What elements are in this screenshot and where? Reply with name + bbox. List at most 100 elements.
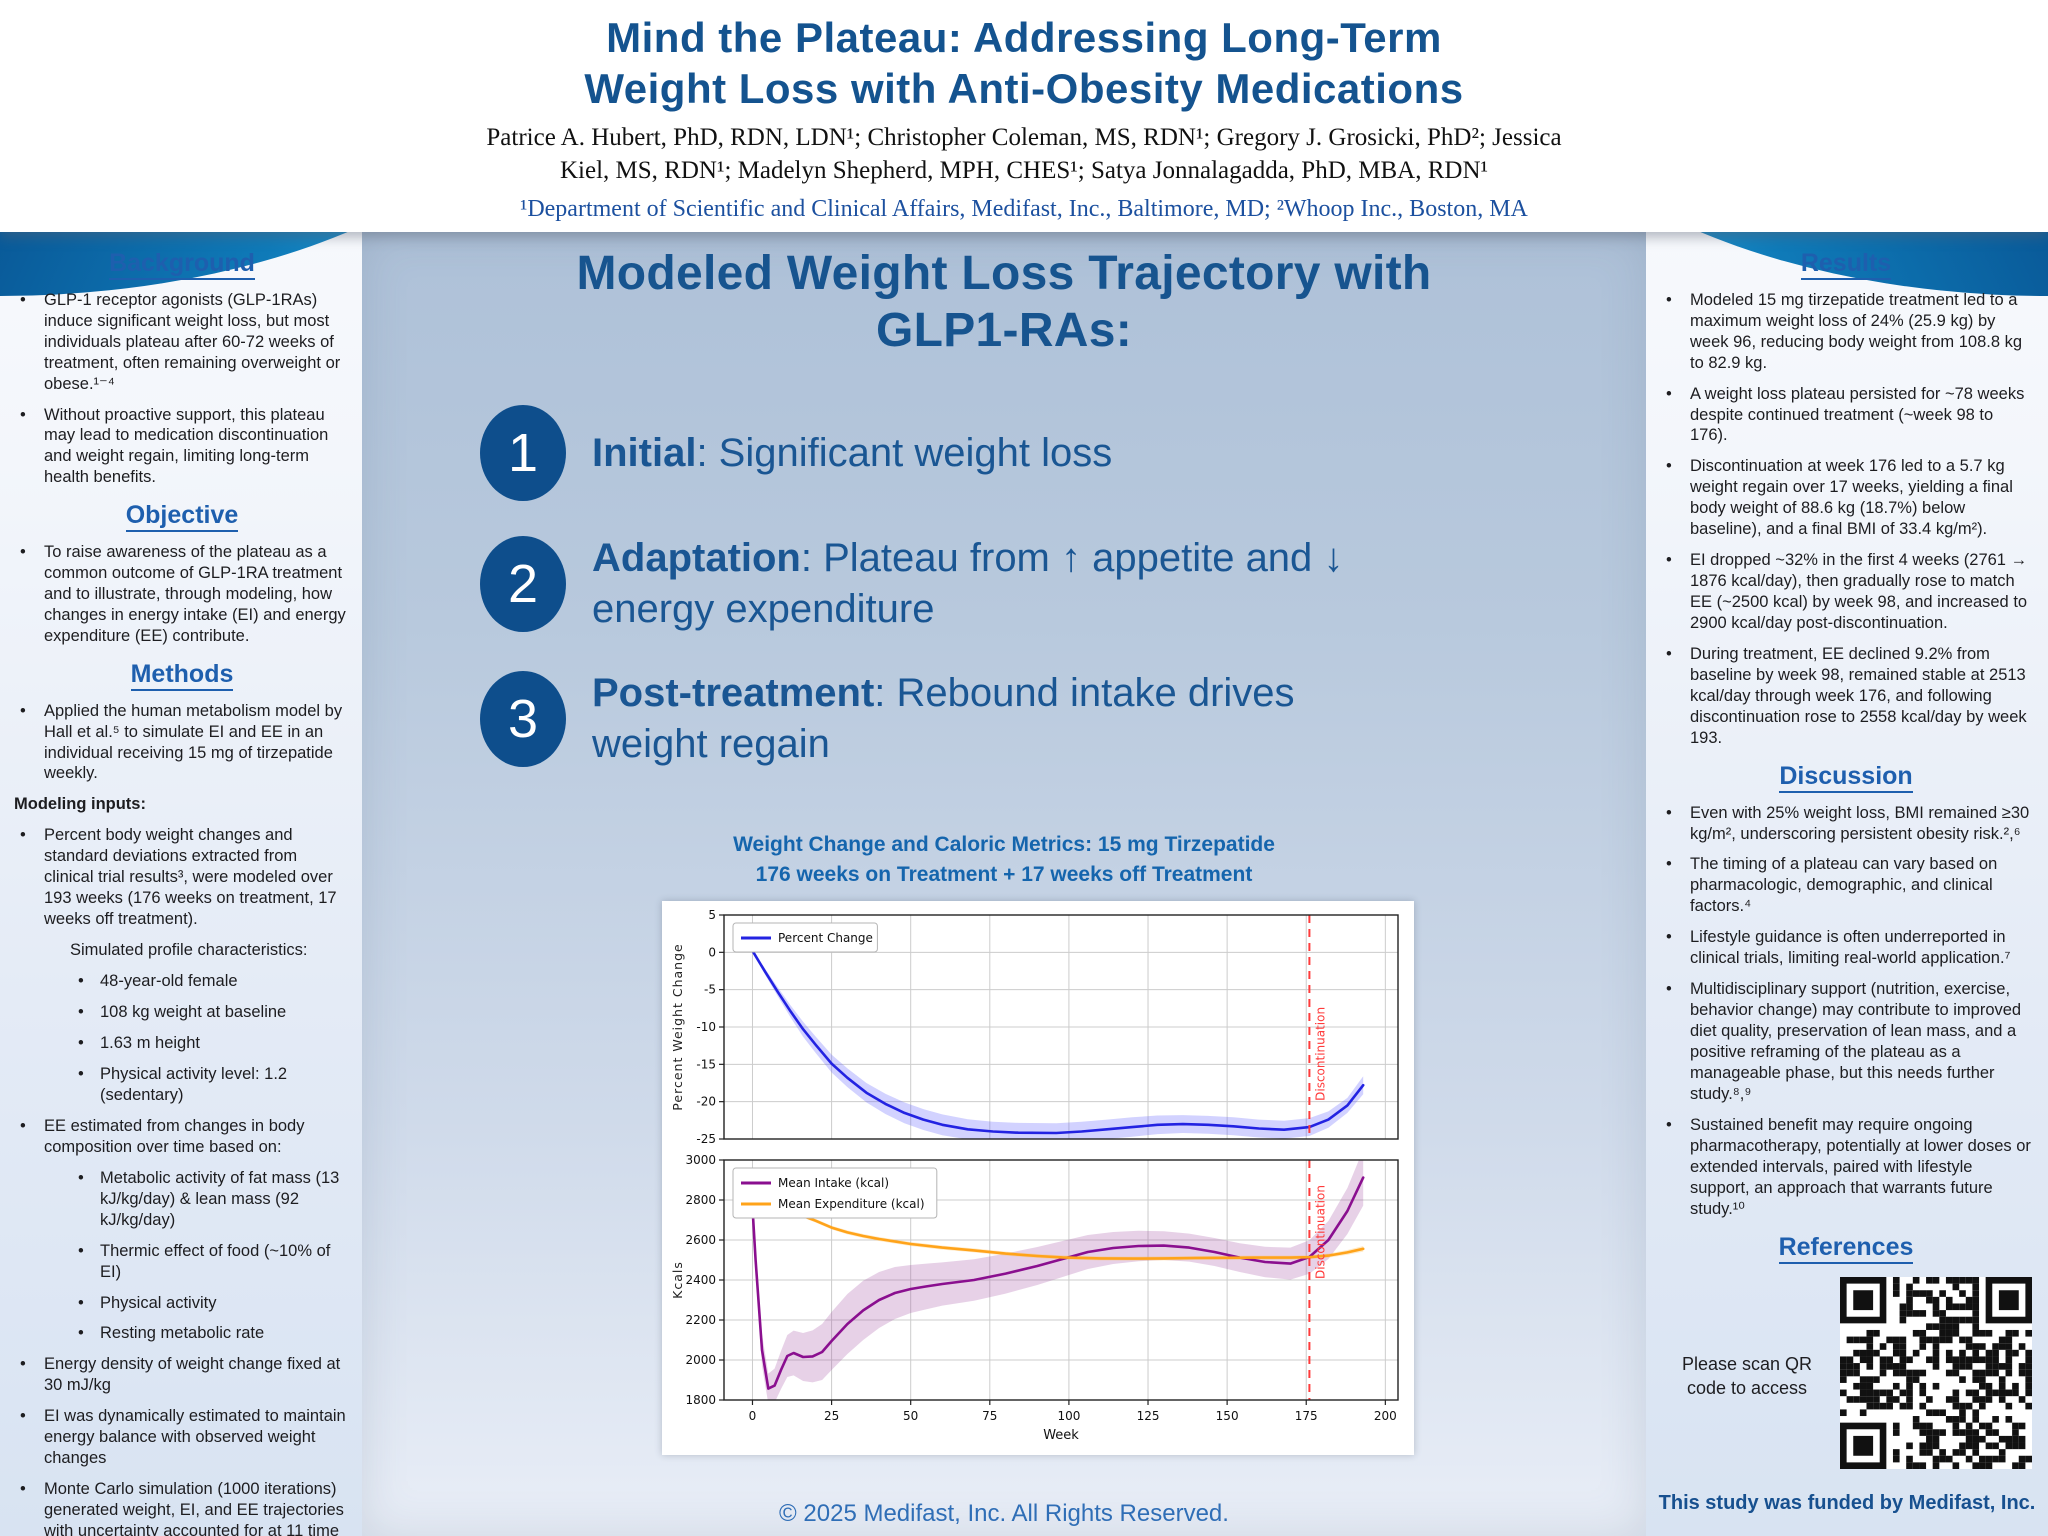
bullet-text: A weight loss plateau persisted for ~78 … xyxy=(1690,384,2025,445)
bullet-item: • Applied the human metabolism model by H… xyxy=(14,701,350,785)
list-label: Modeling inputs: xyxy=(14,795,146,814)
svg-text:0: 0 xyxy=(749,1409,757,1423)
svg-text:2200: 2200 xyxy=(685,1313,716,1327)
svg-text:Week: Week xyxy=(1043,1428,1079,1443)
bullet-marker: • xyxy=(78,1293,84,1312)
step-rest: : Significant weight loss xyxy=(696,430,1113,475)
chart-title-line2: 176 weeks on Treatment + 17 weeks off Tr… xyxy=(755,863,1253,887)
list-subheading: Simulated profile characteristics: xyxy=(70,941,308,960)
right-column-blocks: Results • Modeled 15 mg tirzepatide treatm… xyxy=(1660,248,2032,1264)
copyright-footer: © 2025 Medifast, Inc. All Rights Reserve… xyxy=(779,1500,1229,1527)
svg-text:-25: -25 xyxy=(696,1132,716,1146)
bullet-marker: • xyxy=(1666,551,1672,570)
bullet-text: Energy density of weight change fixed at… xyxy=(44,1355,341,1395)
bullet-item: • The timing of a plateau can vary based … xyxy=(1660,854,2032,917)
svg-text:Mean Expenditure (kcal): Mean Expenditure (kcal) xyxy=(778,1197,925,1211)
step-rest: : Rebound intake drives weight regain xyxy=(592,670,1295,766)
bullet-item: • To raise awareness of the plateau as a … xyxy=(14,542,350,647)
section-heading-methods: Methods xyxy=(14,659,350,691)
optavia-logo: OPTAVIA.® xyxy=(1797,100,2018,157)
step-text: Adaptation: Plateau from ↑ appetite and … xyxy=(592,533,1402,635)
starburst-icon xyxy=(1797,100,1849,157)
bullet-marker: • xyxy=(20,290,26,309)
percent-weight-change-chart: Discontinuation 5 0 -5 -10 -15 -20 -25 Percent W… xyxy=(668,908,1408,1149)
svg-text:Kcals: Kcals xyxy=(670,1261,685,1299)
center-panel: Modeled Weight Loss Trajectory with GLP1… xyxy=(362,232,1646,1536)
bullet-text: To raise awareness of the plateau as a c… xyxy=(44,543,346,645)
bullet-item: • Physical activity xyxy=(14,1293,350,1314)
bullet-item: • Percent body weight changes and standar… xyxy=(14,825,350,930)
bullet-marker: • xyxy=(78,1241,84,1260)
section-heading-text: References xyxy=(1778,1232,1914,1264)
bullet-marker: • xyxy=(20,1116,26,1135)
right-column: Results • Modeled 15 mg tirzepatide treatm… xyxy=(1646,232,2048,1536)
poster-header: Mind the Plateau: Addressing Long-Term W… xyxy=(0,0,2048,232)
bullet-item: • EE estimated from changes in body compo… xyxy=(14,1116,350,1158)
bullet-item: • Metabolic activity of fat mass (13 kJ/k… xyxy=(14,1168,350,1231)
bullet-text: 48-year-old female xyxy=(100,972,238,991)
bullet-text: Resting metabolic rate xyxy=(100,1324,265,1343)
section-heading-text: Background xyxy=(109,249,255,280)
bullet-text: The timing of a plateau can vary based o… xyxy=(1690,855,1998,916)
bullet-text: Thermic effect of food (~10% of EI) xyxy=(100,1241,331,1281)
bullet-marker: • xyxy=(20,405,26,424)
calories-chart: Discontinuation3000280026002400220020001… xyxy=(668,1153,1408,1446)
section-heading-text: Results xyxy=(1800,249,1892,280)
svg-text:2600: 2600 xyxy=(685,1233,716,1247)
bullet-item: • EI was dynamically estimated to maintai… xyxy=(14,1406,350,1469)
svg-text:50: 50 xyxy=(903,1409,918,1423)
bullet-text: Without proactive support, this plateau … xyxy=(44,405,329,487)
bullet-marker: • xyxy=(1666,645,1672,664)
bullet-text: Even with 25% weight loss, BMI remained … xyxy=(1690,803,2030,843)
bullet-item: • Discontinuation at week 176 led to a 5.… xyxy=(1660,456,2032,540)
bullet-marker: • xyxy=(1666,855,1672,874)
chart-title-line1: Weight Change and Caloric Metrics: 15 mg… xyxy=(733,833,1275,856)
bullet-marker: • xyxy=(78,1324,84,1343)
left-column: Background • GLP-1 receptor agonists (GLP-… xyxy=(0,232,362,1536)
bullet-text: EI was dynamically estimated to maintain… xyxy=(44,1407,346,1468)
qr-row: Please scan QR code to access xyxy=(1660,1277,2032,1475)
bullet-text: Physical activity level: 1.2 (sedentary) xyxy=(100,1064,288,1104)
funding-note: This study was funded by Medifast, Inc. xyxy=(1658,1492,2036,1514)
bullet-item: • Multidisciplinary support (nutrition, e… xyxy=(1660,979,2032,1105)
bullet-item: • Monte Carlo simulation (1000 iterations… xyxy=(14,1479,350,1536)
authors-line1: Patrice A. Hubert, PhD, RDN, LDN¹; Chris… xyxy=(486,124,1562,152)
svg-text:-5: -5 xyxy=(704,983,716,997)
section-heading-text: Methods xyxy=(130,659,234,691)
step-rest: : Plateau from ↑ appetite and ↓ energy e… xyxy=(592,536,1344,632)
section-heading-text: Discussion xyxy=(1779,761,1913,793)
poster-title-line1: Mind the Plateau: Addressing Long-Term xyxy=(606,14,1442,61)
section-heading-background: Background xyxy=(14,248,350,280)
bullet-marker: • xyxy=(1666,980,1672,999)
bullet-item: • Thermic effect of food (~10% of EI) xyxy=(14,1241,350,1283)
section-heading-results: Results xyxy=(1660,248,2032,280)
bullet-item: • Physical activity level: 1.2 (sedentary… xyxy=(14,1064,350,1106)
bullet-marker: • xyxy=(78,1064,84,1083)
qr-caption: Please scan QR code to access xyxy=(1681,1354,1813,1399)
svg-text:3000: 3000 xyxy=(685,1154,716,1167)
bullet-item: • Energy density of weight change fixed a… xyxy=(14,1354,350,1396)
optavia-logo-text-bold: OPTA xyxy=(1859,110,1948,146)
bullet-marker: • xyxy=(78,1003,84,1022)
bullet-marker: • xyxy=(20,543,26,562)
svg-text:100: 100 xyxy=(1057,1409,1080,1423)
bullet-item: • 1.63 m height xyxy=(14,1033,350,1054)
bullet-text: Physical activity xyxy=(100,1293,217,1312)
bullet-text: EI dropped ~32% in the first 4 weeks (27… xyxy=(1690,551,2028,633)
svg-text:1800: 1800 xyxy=(685,1393,716,1407)
step-lead: Initial xyxy=(592,430,697,475)
bullet-item: • GLP-1 receptor agonists (GLP-1RAs) indu… xyxy=(14,290,350,395)
chart-title-block: Weight Change and Caloric Metrics: 15 mg… xyxy=(362,830,1646,891)
step-row-1: 1 Initial: Significant weight loss xyxy=(480,405,1646,502)
bullet-item: • 108 kg weight at baseline xyxy=(14,1002,350,1023)
svg-text:25: 25 xyxy=(824,1409,839,1423)
svg-text:200: 200 xyxy=(1374,1409,1397,1423)
bullet-marker: • xyxy=(78,972,84,991)
bullet-text: Metabolic activity of fat mass (13 kJ/kg… xyxy=(100,1168,340,1229)
step-number-badge: 3 xyxy=(480,670,566,767)
bullet-text: Modeled 15 mg tirzepatide treatment led … xyxy=(1690,290,2023,372)
bullet-text: 1.63 m height xyxy=(100,1033,200,1052)
authors-line2: Kiel, MS, RDN¹; Madelyn Shepherd, MPH, C… xyxy=(559,156,1488,184)
bullet-text: GLP-1 receptor agonists (GLP-1RAs) induc… xyxy=(44,290,341,393)
bullet-item: • EI dropped ~32% in the first 4 weeks (2… xyxy=(1660,550,2032,634)
